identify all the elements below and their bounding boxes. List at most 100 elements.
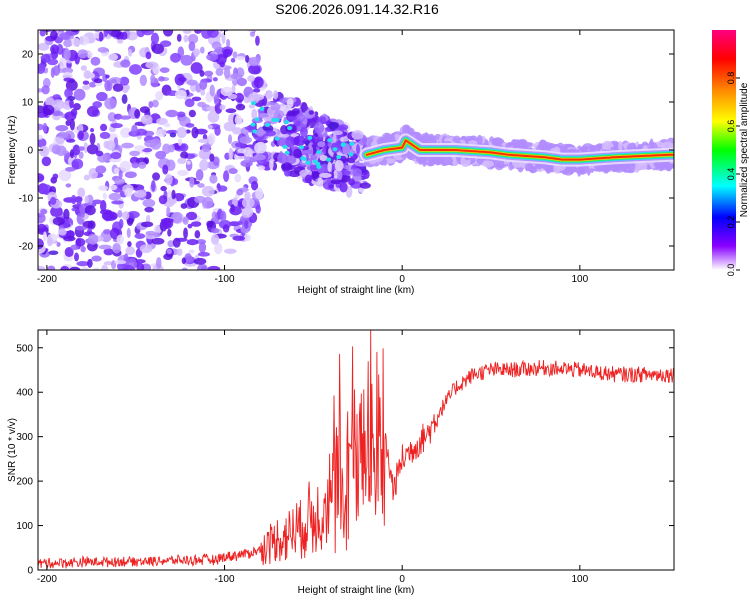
spectrogram-speckle	[166, 248, 172, 255]
spectrogram-speckle	[317, 141, 326, 148]
spectrogram-speckle	[72, 144, 81, 156]
spectrogram-speckle	[139, 106, 150, 114]
spectrogram-speckle	[67, 95, 76, 101]
spectrogram-speckle	[197, 183, 205, 188]
spectrogram-speckle	[118, 169, 123, 180]
spectrogram-speckle	[117, 209, 123, 218]
spectrogram-speckle	[316, 164, 322, 169]
spectrogram-speckle	[222, 224, 230, 233]
spectrogram-speckle	[197, 263, 208, 270]
spectrogram-y-tick-label: 10	[22, 98, 34, 109]
spectrogram-speckle	[265, 122, 271, 127]
spectrogram-speckle	[330, 179, 342, 185]
spectrogram-speckle	[226, 38, 231, 48]
spectrogram-speckle	[65, 230, 75, 238]
spectrogram-speckle	[194, 30, 202, 34]
spectrogram-speckle	[145, 230, 156, 236]
spectrogram-speckle	[149, 138, 162, 150]
spectrogram-speckle	[124, 171, 137, 179]
spectrogram-speckle	[98, 244, 112, 250]
snr-series-line	[38, 330, 674, 570]
spectrogram-speckle	[240, 159, 253, 168]
spectrogram-y-tick-label: 0	[27, 146, 33, 157]
spectrogram-speckle	[336, 155, 342, 160]
spectrogram-speckle	[265, 90, 273, 101]
spectrogram-speckle	[337, 170, 343, 181]
spectrogram-speckle	[112, 243, 121, 254]
spectrogram-speckle	[193, 257, 207, 265]
spectrogram-speckle	[151, 237, 165, 245]
spectrogram-speckle	[170, 52, 181, 63]
spectrogram-speckle	[339, 136, 350, 142]
spectrogram-speckle	[65, 166, 76, 172]
spectrogram-speckle	[212, 156, 220, 166]
spectrogram-speckle	[78, 35, 90, 46]
spectrogram-speckle	[327, 138, 333, 143]
spectrogram-speckle	[236, 189, 244, 196]
spectrogram-speckle	[298, 145, 304, 150]
spectrogram-speckle	[352, 168, 362, 177]
spectrogram-speckle	[626, 161, 636, 172]
spectrogram-speckle	[348, 178, 356, 186]
spectrogram-speckle	[202, 133, 208, 141]
spectrogram-speckle	[187, 223, 193, 229]
spectrogram-speckle	[250, 122, 256, 127]
spectrogram-speckle	[251, 101, 257, 106]
spectrogram-speckle	[212, 77, 218, 82]
spectrogram-speckle	[162, 164, 169, 175]
spectrogram-speckle	[131, 124, 138, 136]
spectrogram-speckle	[166, 129, 179, 135]
spectrogram-speckle	[38, 223, 47, 233]
spectrogram-speckle	[53, 135, 65, 147]
spectrogram-speckle	[507, 141, 512, 148]
spectrogram-speckle	[129, 150, 141, 157]
spectrogram-speckle	[117, 39, 124, 44]
spectrogram-speckle	[209, 84, 215, 97]
spectrogram-speckle	[64, 87, 73, 99]
spectrogram-speckle	[284, 169, 291, 177]
spectrogram-speckle	[141, 30, 154, 36]
spectrogram-speckle	[87, 51, 93, 59]
spectrogram-speckle	[69, 271, 82, 277]
colorbar-tick-label: 0.4	[726, 168, 736, 181]
spectrogram-speckle	[90, 127, 95, 133]
spectrogram-speckle	[90, 56, 101, 66]
spectrogram-speckle	[110, 122, 123, 129]
spectrogram-speckle	[103, 261, 114, 266]
spectrogram-speckle	[618, 140, 623, 151]
spectrogram-y-tick-label: 20	[22, 50, 34, 61]
spectrogram-speckle	[77, 49, 88, 59]
spectrogram-speckle	[38, 63, 46, 75]
spectrogram-speckle	[50, 44, 59, 55]
spectrogram-speckle	[136, 263, 145, 270]
spectrogram-speckle	[74, 225, 87, 231]
spectrogram-speckle	[348, 152, 354, 157]
spectrogram-speckle	[308, 110, 314, 115]
spectrogram-speckle	[247, 75, 256, 82]
spectrogram-speckle	[177, 138, 183, 146]
snr-y-tick-label: 500	[16, 343, 33, 354]
spectrogram-speckle	[134, 109, 141, 119]
spectrogram-speckle	[356, 144, 361, 155]
spectrogram-speckle	[176, 126, 187, 139]
spectrogram-speckle	[56, 131, 69, 139]
spectrogram-speckle	[199, 79, 208, 91]
spectrogram-speckle	[207, 124, 213, 130]
spectrogram-x-tick-label: -200	[37, 274, 57, 285]
spectrogram-speckle	[50, 30, 58, 40]
spectrogram-speckle	[155, 90, 164, 101]
colorbar	[712, 30, 736, 270]
spectrogram-speckle	[82, 80, 90, 85]
snr-y-tick-label: 200	[16, 477, 33, 488]
spectrogram-speckle	[77, 187, 86, 198]
spectrogram-speckle	[134, 233, 146, 239]
spectrogram-speckle	[83, 142, 89, 154]
spectrogram-speckle	[332, 133, 337, 142]
spectrogram-speckle	[145, 61, 159, 69]
spectrogram-speckle	[254, 117, 260, 122]
spectrogram-speckle	[594, 164, 606, 171]
spectrogram-speckle	[41, 184, 53, 195]
spectrogram-speckle	[214, 24, 222, 30]
snr-y-tick-label: 0	[27, 566, 33, 577]
spectrogram-speckle	[70, 194, 77, 205]
